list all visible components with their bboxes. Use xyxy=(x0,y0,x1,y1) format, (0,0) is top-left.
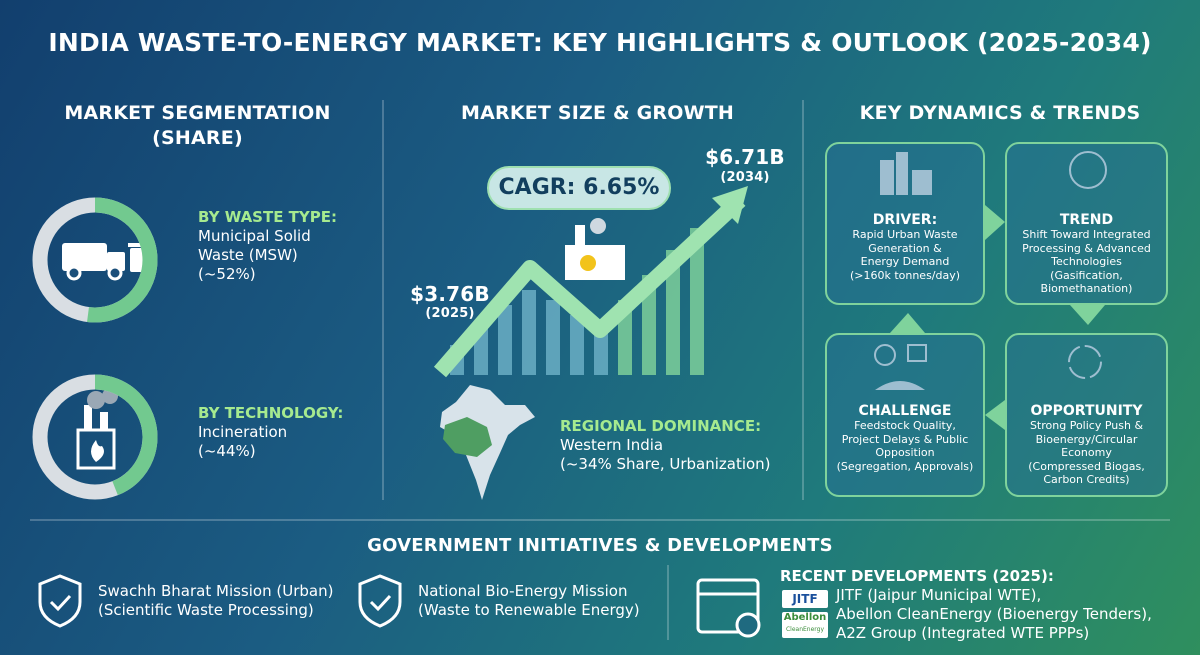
page-title: INDIA WASTE-TO-ENERGY MARKET: KEY HIGHLI… xyxy=(48,28,1152,57)
text-line: Opposition xyxy=(875,446,935,459)
text-line: Carbon Credits) xyxy=(1043,473,1130,486)
segment-block: BY WASTE TYPE: Municipal Solid Waste (MSW… xyxy=(198,208,337,284)
text-line: (>160k tonnes/day) xyxy=(849,268,961,282)
segment-heading: BY TECHNOLOGY: xyxy=(198,404,344,422)
section-title: MARKET SIZE & GROWTH xyxy=(460,102,735,124)
segment-share: (~44%) xyxy=(198,442,256,460)
text-line: (Scientific Waste Processing) xyxy=(98,601,314,619)
text-line: A2Z Group (Integrated WTE PPPs) xyxy=(836,624,1090,642)
card-text: Rapid Urban Waste Generation & Energy Dema… xyxy=(827,228,983,282)
end-year: (2034) xyxy=(720,170,770,185)
segment-heading: BY WASTE TYPE: xyxy=(198,208,338,226)
segment-share: (~52%) xyxy=(198,265,256,283)
text-line: Economy xyxy=(1061,446,1112,459)
logo: Abellon CleanEnergy xyxy=(782,612,828,638)
card-text: Shift Toward Integrated Processing & Adva… xyxy=(1007,228,1166,296)
logo-text: Abellon xyxy=(783,612,827,623)
trend-card: TREND Shift Toward Integrated Processing … xyxy=(1005,142,1168,305)
card-heading: CHALLENGE xyxy=(858,403,952,419)
text-line: (Compressed Biogas, xyxy=(1028,459,1145,473)
text-line: JITF (Jaipur Municipal WTE), xyxy=(836,586,1042,604)
text-line: Shift Toward Integrated xyxy=(1022,228,1151,241)
card-heading: DRIVER: xyxy=(872,212,938,228)
text-line: Municipal Solid xyxy=(198,227,311,245)
section-title: MARKET SEGMENTATION (SHARE) xyxy=(30,101,365,151)
driver-card: DRIVER: Rapid Urban Waste Generation & Ene… xyxy=(825,142,985,305)
text-line: Generation & xyxy=(868,241,942,255)
end-value: $6.71B xyxy=(705,145,785,169)
text-line: Swachh Bharat Mission (Urban) xyxy=(98,582,334,600)
text-line: Biomethanation) xyxy=(1040,282,1133,295)
segment-block: BY TECHNOLOGY: Incineration (~44%) xyxy=(198,404,343,461)
card-text: Strong Policy Push & Bioenergy/Circular Ec… xyxy=(1007,419,1166,487)
text-line: Processing & Advanced xyxy=(1022,241,1151,255)
recent-block: RECENT DEVELOPMENTS (2025): JITF (Jaipur… xyxy=(780,567,1152,643)
text-line: Bioenergy/Circular xyxy=(1035,432,1138,446)
text-line: Western India xyxy=(560,436,664,454)
section-title: GOVERNMENT INITIATIVES & DEVELOPMENTS xyxy=(367,535,833,556)
text-line: Energy Demand xyxy=(860,255,950,268)
section-title: KEY DYNAMICS & TRENDS xyxy=(859,102,1141,124)
start-value: $3.76B xyxy=(410,282,490,306)
text-line: (Waste to Renewable Energy) xyxy=(418,601,640,619)
initiative: National Bio-Energy Mission (Waste to Ren… xyxy=(418,582,640,620)
cagr: CAGR: 6.65% xyxy=(487,166,671,210)
logo-text: CleanEnergy xyxy=(785,626,825,633)
segment-text: Incineration xyxy=(198,423,343,442)
text-line: Waste (MSW) xyxy=(198,246,298,264)
text-line: (Gasification, xyxy=(1050,268,1123,282)
text-line: (SHARE) xyxy=(152,127,243,149)
text-line: Feedstock Quality, xyxy=(854,419,956,432)
card-heading: TREND xyxy=(1059,212,1114,228)
text-line: (~34% Share, Urbanization) xyxy=(560,455,771,473)
segment-text: Municipal Solid Waste (MSW) xyxy=(198,227,337,265)
region-text: Western India (~34% Share, Urbanization) xyxy=(560,436,771,474)
text-line: Rapid Urban Waste xyxy=(852,228,958,241)
text-line: Incineration xyxy=(198,423,288,441)
start-year: (2025) xyxy=(425,306,475,321)
region-block: REGIONAL DOMINANCE: Western India (~34% S… xyxy=(560,417,771,474)
text-line: Abellon CleanEnergy (Bioenergy Tenders), xyxy=(836,605,1152,623)
challenge-card: CHALLENGE Feedstock Quality, Project Dela… xyxy=(825,333,985,497)
text-line: Project Delays & Public xyxy=(841,432,969,446)
region-heading: REGIONAL DOMINANCE: xyxy=(560,417,762,435)
text-line: (Segregation, Approvals) xyxy=(836,459,974,473)
card-text: Feedstock Quality, Project Delays & Publi… xyxy=(827,419,983,473)
text-line: Technologies xyxy=(1051,255,1122,268)
logo: JITF xyxy=(782,590,828,608)
text-line: Strong Policy Push & xyxy=(1029,419,1144,432)
card-heading: OPPORTUNITY xyxy=(1030,403,1143,419)
text-line: MARKET SEGMENTATION xyxy=(64,102,331,124)
initiative: Swachh Bharat Mission (Urban) (Scientific… xyxy=(98,582,333,620)
opportunity-card: OPPORTUNITY Strong Policy Push & Bioenerg… xyxy=(1005,333,1168,497)
recent-heading: RECENT DEVELOPMENTS (2025): xyxy=(780,567,1054,585)
recent-text: JITF (Jaipur Municipal WTE), Abellon Clea… xyxy=(780,586,1152,643)
text-line: National Bio-Energy Mission xyxy=(418,582,628,600)
